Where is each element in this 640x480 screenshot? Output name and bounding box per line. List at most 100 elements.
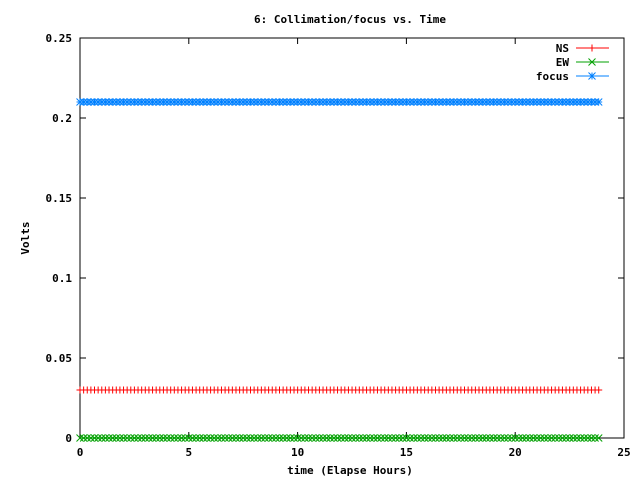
data-point <box>369 434 378 442</box>
legend-item-focus: focus <box>536 70 609 83</box>
data-point <box>87 434 95 442</box>
data-point <box>388 434 396 442</box>
data-point <box>282 434 291 442</box>
data-point <box>213 434 222 442</box>
data-point <box>594 434 603 442</box>
data-point <box>119 98 128 106</box>
legend-marker <box>588 58 596 66</box>
data-point <box>340 434 349 442</box>
data-point <box>351 98 360 106</box>
data-point <box>322 434 331 442</box>
y-tick-label: 0 <box>65 432 72 445</box>
series-ew <box>76 434 603 442</box>
data-point <box>417 434 425 442</box>
data-point <box>515 434 523 442</box>
data-point <box>90 434 99 442</box>
y-tick-label: 0.15 <box>46 192 73 205</box>
data-point <box>594 98 603 106</box>
data-point <box>112 434 121 442</box>
data-point <box>344 434 353 442</box>
data-point <box>134 434 142 442</box>
legend-label: focus <box>536 70 569 83</box>
data-point <box>406 98 414 106</box>
data-point <box>471 434 480 442</box>
data-point <box>134 98 142 106</box>
data-point <box>217 434 226 442</box>
data-point <box>384 434 393 442</box>
data-point <box>181 98 190 106</box>
data-point <box>253 98 262 106</box>
data-point <box>348 98 356 106</box>
data-point <box>453 434 462 442</box>
data-point <box>428 434 436 442</box>
data-point <box>257 434 266 442</box>
data-point <box>155 434 164 442</box>
data-point <box>319 434 327 442</box>
data-point <box>130 434 139 442</box>
data-point <box>362 434 371 442</box>
data-point <box>406 434 414 442</box>
data-point <box>311 98 320 106</box>
data-point <box>457 98 465 106</box>
data-point <box>529 434 538 442</box>
data-point <box>123 434 132 442</box>
legend-marker <box>588 44 596 52</box>
x-tick-label: 10 <box>291 446 304 459</box>
legend-item-ew: EW <box>556 56 609 69</box>
data-point <box>337 434 346 442</box>
data-point <box>239 434 248 442</box>
data-point <box>373 434 382 442</box>
data-point <box>457 434 465 442</box>
data-point <box>493 434 502 442</box>
data-point <box>166 434 175 442</box>
data-point <box>478 434 487 442</box>
data-point <box>290 98 298 106</box>
data-point <box>315 98 324 106</box>
data-point <box>333 98 342 106</box>
data-point <box>268 434 277 442</box>
data-point <box>475 98 483 106</box>
y-axis: 0 0.05 0.1 0.15 0.2 0.25 <box>46 32 624 445</box>
data-point <box>286 434 295 442</box>
data-point <box>116 434 124 442</box>
data-point <box>152 434 161 442</box>
data-point <box>478 98 487 106</box>
data-point <box>355 98 364 106</box>
data-point <box>326 434 335 442</box>
data-point <box>554 434 563 442</box>
data-point <box>536 98 545 106</box>
data-point <box>391 98 400 106</box>
data-point <box>475 434 483 442</box>
data-point <box>188 434 197 442</box>
data-point <box>308 98 317 106</box>
data-point <box>391 434 400 442</box>
data-point <box>355 434 364 442</box>
data-point <box>435 434 443 442</box>
data-point <box>348 434 356 442</box>
data-point <box>101 434 110 442</box>
data-point <box>308 434 317 442</box>
data-point <box>170 434 179 442</box>
data-point <box>116 98 124 106</box>
data-point <box>282 98 291 106</box>
series-ns <box>76 386 603 394</box>
series-focus <box>76 98 603 106</box>
data-point <box>76 434 84 442</box>
data-point <box>380 434 389 442</box>
data-point <box>330 434 338 442</box>
data-point <box>424 434 433 442</box>
data-point <box>177 434 186 442</box>
data-point <box>163 434 171 442</box>
data-point <box>257 98 266 106</box>
x-tick-label: 15 <box>400 446 413 459</box>
data-point <box>119 434 128 442</box>
data-point <box>177 98 186 106</box>
data-point <box>108 434 117 442</box>
data-point <box>366 434 375 442</box>
data-point <box>366 98 375 106</box>
data-point <box>206 434 215 442</box>
data-point <box>137 434 146 442</box>
data-point <box>420 434 429 442</box>
data-point <box>315 434 324 442</box>
